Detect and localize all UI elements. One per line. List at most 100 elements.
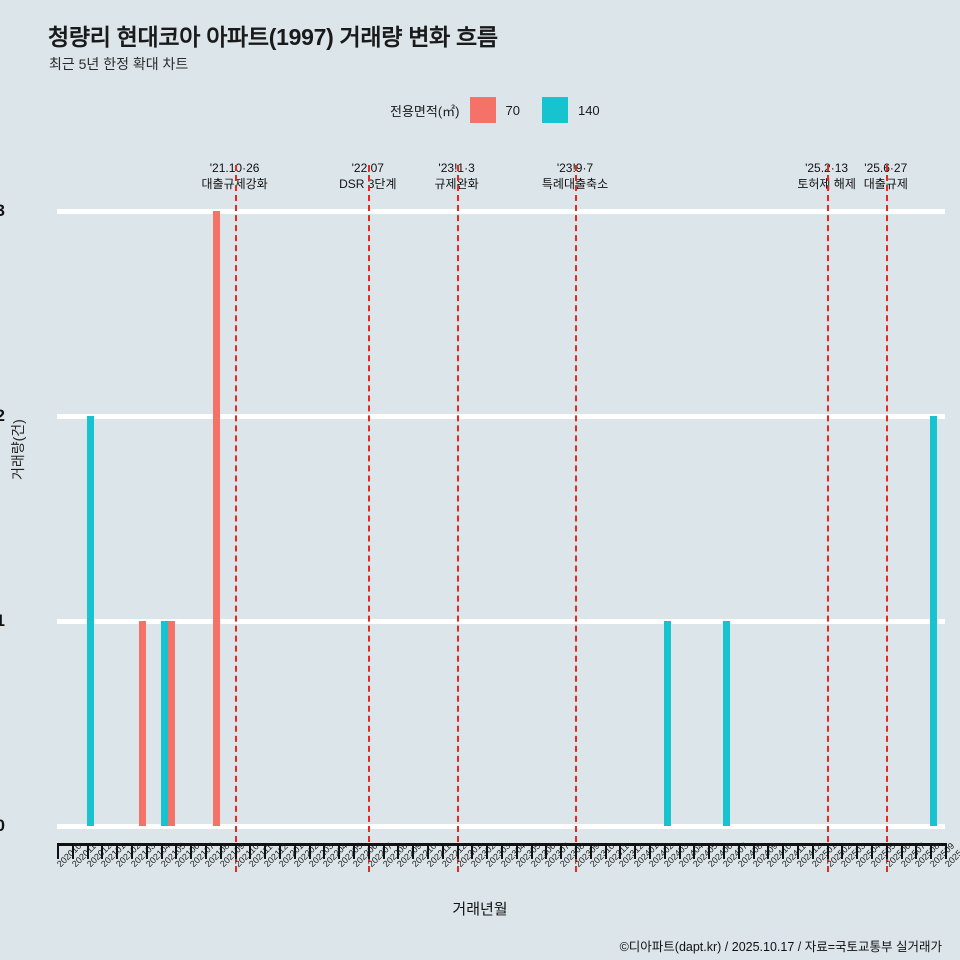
- x-axis-title: 거래년월: [452, 901, 508, 918]
- x-axis-tick: [575, 846, 577, 859]
- bar: [160, 621, 168, 826]
- x-axis-tick: [619, 846, 622, 859]
- x-axis-tick: [663, 846, 666, 859]
- bar: [723, 621, 730, 826]
- bar: [168, 621, 176, 826]
- x-axis-tick: [145, 846, 148, 859]
- x-axis-tick: [515, 846, 518, 859]
- bar: [86, 416, 94, 826]
- x-axis-tick: [737, 846, 740, 859]
- event-date: '23!9·7: [556, 161, 594, 175]
- page-subtitle: 최근 5년 한정 확대 차트: [49, 56, 189, 72]
- x-axis-tick: [915, 846, 918, 859]
- bar: [138, 621, 146, 826]
- gridline: [57, 413, 945, 419]
- x-axis-tick: [293, 846, 296, 859]
- event-marker-line: [456, 165, 459, 872]
- event-date: '21.10·26: [209, 161, 260, 175]
- x-axis-tick: [219, 846, 222, 859]
- event-marker-line: [575, 165, 577, 872]
- gridline: [57, 618, 945, 624]
- x-axis-tick: [71, 846, 74, 859]
- x-axis-tick: [471, 846, 474, 859]
- x-axis-tick: [264, 846, 267, 859]
- x-axis-tick: [441, 846, 444, 859]
- x-axis-tick: [308, 846, 311, 859]
- event-date: '25.6·27: [864, 161, 908, 175]
- event-date: '25.2·13: [805, 161, 849, 175]
- legend-label-140: 140: [577, 102, 600, 118]
- gridline: [57, 823, 945, 829]
- x-axis-tick: [871, 846, 873, 859]
- x-axis-tick: [397, 846, 400, 859]
- bar: [212, 211, 220, 826]
- footer-credit: ©디아파트(dapt.kr) / 2025.10.17 / 자료=국토교통부 실…: [619, 940, 942, 954]
- x-axis-tick: [427, 846, 429, 859]
- x-axis-tick: [86, 846, 89, 859]
- bar: [930, 416, 938, 826]
- x-axis-tick: [723, 846, 725, 859]
- x-axis-tick: [811, 846, 814, 859]
- x-axis-tick: [693, 846, 696, 859]
- x-axis-tick: [353, 846, 355, 859]
- x-axis-tick: [589, 846, 592, 859]
- x-axis-tick: [456, 846, 459, 859]
- x-axis-tick: [234, 846, 237, 859]
- legend-swatch-140: [541, 97, 568, 123]
- y-axis-tick-label: 0: [0, 816, 5, 835]
- x-axis-tick: [323, 846, 326, 859]
- x-axis-tick: [649, 846, 651, 859]
- x-axis-tick: [382, 846, 385, 859]
- x-axis-tick: [945, 846, 947, 859]
- chart-legend: 전용면적(㎡) 70 140: [390, 97, 600, 123]
- event-marker-line: [885, 165, 888, 872]
- x-axis-tick: [900, 846, 903, 859]
- x-axis-tick: [412, 846, 415, 859]
- legend-label-70: 70: [505, 102, 520, 118]
- x-axis-tick: [501, 846, 503, 859]
- x-axis-tick: [530, 846, 533, 859]
- legend-swatch-70: [469, 97, 496, 123]
- y-axis-tick-label: 3: [0, 201, 5, 220]
- x-axis-tick: [767, 846, 770, 859]
- x-axis-tick: [634, 846, 637, 859]
- event-marker-line: [234, 165, 237, 872]
- x-axis-tick: [856, 846, 859, 859]
- y-axis-tick-label: 1: [0, 611, 5, 630]
- x-axis-tick: [486, 846, 489, 859]
- event-date: '22.07: [351, 161, 384, 175]
- x-axis-tick: [57, 846, 59, 859]
- x-axis-tick: [797, 846, 799, 859]
- x-axis-tick: [131, 846, 133, 859]
- x-axis-tick: [930, 846, 933, 859]
- x-axis-tick: [249, 846, 252, 859]
- x-axis-tick: [752, 846, 755, 859]
- x-axis-tick: [205, 846, 207, 859]
- x-axis-tick: [190, 846, 193, 859]
- x-axis-tick: [678, 846, 681, 859]
- event-marker-line: [367, 165, 370, 872]
- x-axis-tick: [116, 846, 119, 859]
- x-axis-tick: [338, 846, 341, 859]
- x-axis-line: [57, 843, 947, 846]
- x-axis-tick: [885, 846, 888, 859]
- legend-title: 전용면적(㎡): [390, 103, 460, 119]
- x-axis-tick: [782, 846, 785, 859]
- x-axis-tick: [826, 846, 829, 859]
- x-axis-tick: [604, 846, 607, 859]
- x-axis-tick: [708, 846, 711, 859]
- x-axis-tick: [560, 846, 563, 859]
- x-axis-tick: [175, 846, 178, 859]
- x-axis-tick: [841, 846, 844, 859]
- x-axis-tick: [367, 846, 370, 859]
- y-axis-tick-label: 2: [0, 406, 5, 425]
- bar: [663, 621, 671, 826]
- y-axis-title: 거래량(건): [10, 419, 26, 480]
- plot-area: [57, 165, 945, 872]
- x-axis-tick: [101, 846, 104, 859]
- x-axis-tick: [279, 846, 281, 859]
- event-marker-line: [826, 165, 829, 872]
- x-axis-tick: [545, 846, 548, 859]
- gridline: [57, 208, 945, 214]
